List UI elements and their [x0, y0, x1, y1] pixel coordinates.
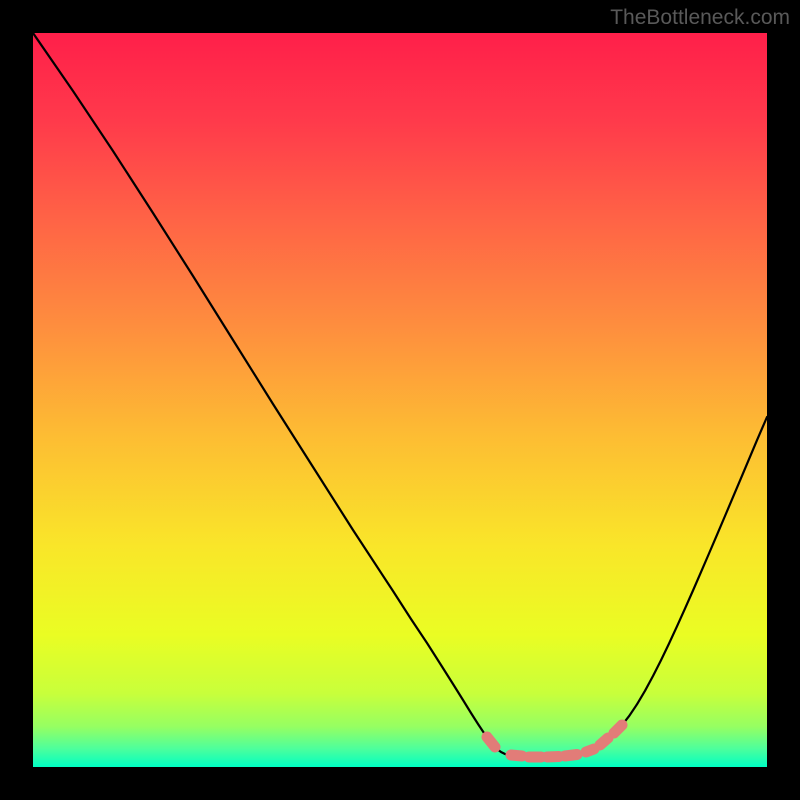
- chart-canvas: TheBottleneck.com: [0, 0, 800, 800]
- marker-group: [487, 725, 622, 757]
- right-curve: [525, 417, 767, 757]
- marker-dash: [565, 755, 577, 757]
- plot-area: [33, 33, 767, 767]
- marker-dash: [586, 749, 594, 752]
- marker-dash: [487, 737, 495, 747]
- watermark-text: TheBottleneck.com: [610, 6, 790, 30]
- curve-svg: [33, 33, 767, 767]
- marker-dash: [614, 725, 622, 733]
- left-curve: [33, 33, 525, 757]
- marker-dash: [547, 757, 559, 758]
- marker-dash: [511, 755, 522, 756]
- marker-dash: [600, 738, 608, 745]
